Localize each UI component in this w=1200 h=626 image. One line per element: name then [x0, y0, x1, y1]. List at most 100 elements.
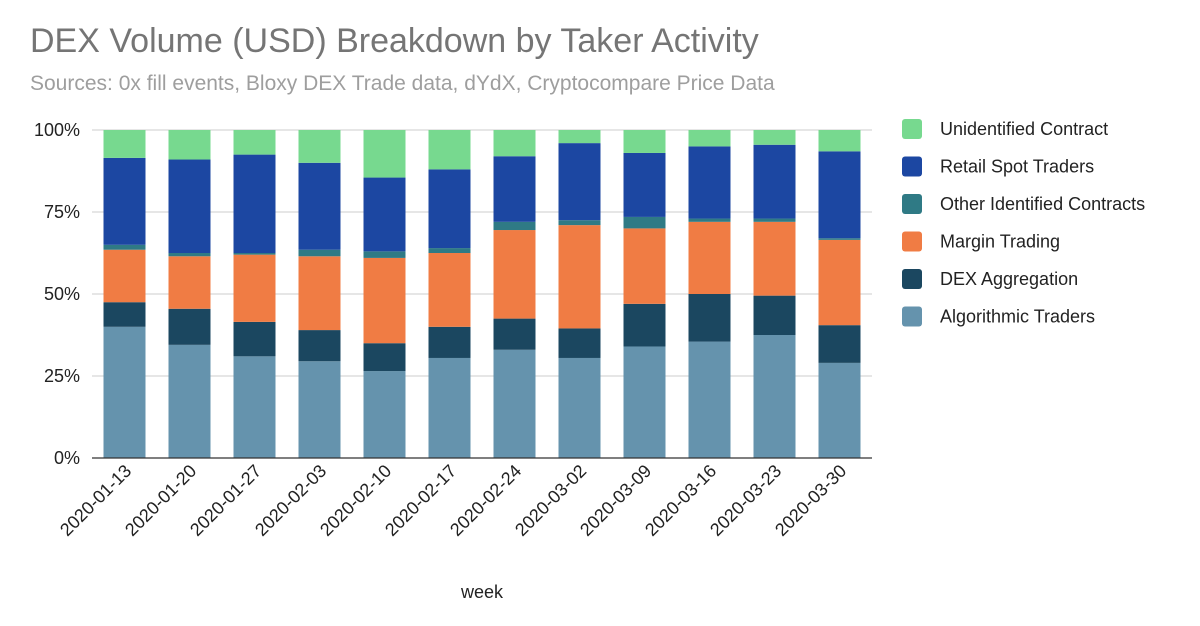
legend-item-dex-aggregation: DEX Aggregation	[902, 269, 1078, 289]
y-tick-label: 0%	[54, 448, 80, 468]
bar-segment-retail-spot-traders	[688, 146, 731, 219]
bar-segment-margin-trading	[363, 257, 406, 344]
bar-segment-other-identified-contracts	[623, 216, 666, 229]
bar-segment-dex-aggregation	[103, 302, 146, 327]
bar-segment-unidentified-contract	[363, 130, 406, 178]
y-tick-label: 50%	[44, 284, 80, 304]
bar-segment-dex-aggregation	[168, 308, 211, 345]
gridlines	[92, 129, 872, 377]
bar-stack-2020-03-09	[623, 130, 666, 458]
bar-segment-algorithmic-traders	[233, 356, 276, 458]
bar-stack-2020-01-27	[233, 130, 276, 458]
legend: Unidentified Contract Retail Spot Traders…	[902, 119, 1145, 327]
bar-segment-algorithmic-traders	[818, 362, 861, 458]
bar-segment-algorithmic-traders	[298, 361, 341, 458]
bar-segment-unidentified-contract	[558, 130, 601, 144]
bar-segment-margin-trading	[168, 256, 211, 309]
bar-segment-retail-spot-traders	[753, 144, 796, 219]
bar-segment-unidentified-contract	[623, 130, 666, 153]
bar-segment-unidentified-contract	[753, 130, 796, 145]
bar-segment-other-identified-contracts	[558, 220, 601, 226]
bar-segment-other-identified-contracts	[688, 218, 731, 222]
bar-segment-retail-spot-traders	[363, 177, 406, 252]
bar-segment-algorithmic-traders	[363, 371, 406, 458]
legend-label: Other Identified Contracts	[940, 194, 1145, 214]
bar-segment-retail-spot-traders	[233, 154, 276, 253]
legend-label: DEX Aggregation	[940, 269, 1078, 289]
bar-segment-algorithmic-traders	[493, 349, 536, 458]
legend-item-other-identified-contracts: Other Identified Contracts	[902, 194, 1145, 214]
bar-segment-unidentified-contract	[688, 130, 731, 147]
bar-segment-dex-aggregation	[233, 321, 276, 357]
bar-segment-unidentified-contract	[233, 130, 276, 155]
bar-segment-retail-spot-traders	[103, 157, 146, 245]
bar-stack-2020-02-17	[428, 130, 471, 458]
legend-swatch	[902, 156, 922, 177]
legend-label: Margin Trading	[940, 232, 1060, 252]
chart-title: DEX Volume (USD) Breakdown by Taker Acti…	[30, 22, 759, 60]
bar-stack-2020-02-24	[493, 130, 536, 458]
bar-stack-2020-03-23	[753, 130, 796, 458]
bar-stack-2020-02-10	[363, 130, 406, 458]
bar-segment-margin-trading	[558, 225, 601, 329]
bar-segment-dex-aggregation	[688, 294, 731, 342]
bar-segment-retail-spot-traders	[558, 143, 601, 221]
legend-swatch	[902, 269, 922, 289]
bar-segment-unidentified-contract	[298, 130, 341, 163]
x-axis-title: week	[460, 582, 504, 602]
legend-label: Retail Spot Traders	[940, 157, 1094, 177]
bar-segment-retail-spot-traders	[168, 159, 211, 253]
bar-segment-algorithmic-traders	[753, 335, 796, 458]
bar-segment-algorithmic-traders	[623, 346, 666, 458]
bar-segment-other-identified-contracts	[298, 249, 341, 257]
bar-segment-dex-aggregation	[428, 326, 471, 358]
bar-segment-other-identified-contracts	[818, 238, 861, 240]
bar-segment-dex-aggregation	[298, 330, 341, 362]
bar-segment-margin-trading	[233, 254, 276, 322]
bar-segment-unidentified-contract	[493, 130, 536, 157]
bar-stack-2020-01-20	[168, 130, 211, 458]
bar-stack-2020-01-13	[103, 130, 146, 458]
y-tick-label: 25%	[44, 366, 80, 386]
bar-segment-algorithmic-traders	[103, 326, 146, 458]
bar-segment-algorithmic-traders	[168, 344, 211, 458]
legend-item-margin-trading: Margin Trading	[902, 231, 1060, 252]
legend-swatch	[902, 306, 922, 327]
bar-segment-unidentified-contract	[428, 130, 471, 170]
bar-segment-margin-trading	[428, 253, 471, 327]
bar-stack-2020-03-02	[558, 130, 601, 458]
bar-segment-other-identified-contracts	[168, 253, 211, 257]
bar-segment-retail-spot-traders	[298, 162, 341, 250]
bar-segment-margin-trading	[298, 256, 341, 331]
bar-segment-margin-trading	[623, 228, 666, 304]
bar-segment-other-identified-contracts	[428, 248, 471, 253]
legend-swatch	[902, 194, 922, 214]
bar-segment-algorithmic-traders	[688, 341, 731, 458]
bar-segment-dex-aggregation	[623, 303, 666, 347]
legend-item-unidentified-contract: Unidentified Contract	[902, 119, 1108, 139]
bar-segment-dex-aggregation	[818, 325, 861, 363]
y-tick-label: 75%	[44, 202, 80, 222]
bar-segment-retail-spot-traders	[493, 156, 536, 222]
bar-segment-dex-aggregation	[493, 318, 536, 350]
chart-subtitle: Sources: 0x fill events, Bloxy DEX Trade…	[30, 72, 775, 95]
bar-segment-algorithmic-traders	[558, 357, 601, 458]
bar-stack-2020-03-16	[688, 130, 731, 458]
bar-segment-margin-trading	[103, 249, 146, 303]
bar-segment-unidentified-contract	[103, 130, 146, 158]
bar-stack-2020-02-03	[298, 130, 341, 458]
bar-segment-margin-trading	[688, 221, 731, 294]
bar-stacks	[103, 130, 861, 458]
legend-label: Algorithmic Traders	[940, 307, 1095, 327]
bar-segment-dex-aggregation	[363, 343, 406, 372]
legend-item-retail-spot-traders: Retail Spot Traders	[902, 156, 1094, 177]
bar-segment-unidentified-contract	[168, 130, 211, 160]
legend-swatch	[902, 119, 922, 139]
legend-swatch	[902, 231, 922, 252]
bar-stack-2020-03-30	[818, 130, 861, 458]
bar-segment-dex-aggregation	[558, 328, 601, 358]
bar-segment-other-identified-contracts	[233, 253, 276, 255]
bar-segment-unidentified-contract	[818, 130, 861, 152]
y-tick-label: 100%	[34, 120, 80, 140]
